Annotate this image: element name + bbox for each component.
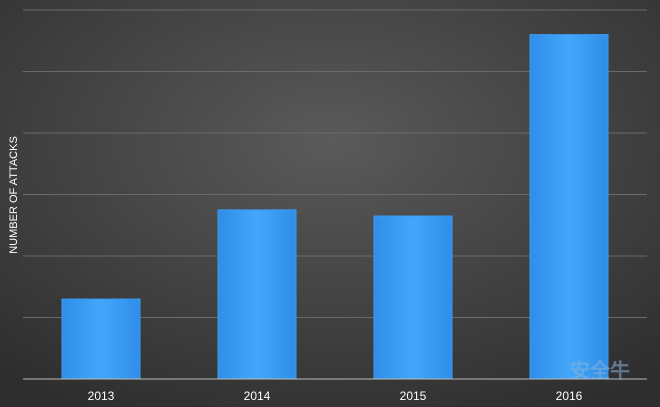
- x-tick-label: 2015: [400, 389, 427, 403]
- x-tick-label: 2016: [556, 389, 583, 403]
- bar: [529, 34, 609, 380]
- bar: [61, 298, 141, 380]
- bar: [373, 215, 453, 380]
- y-axis-label: NUMBER OF ATTACKS: [8, 136, 20, 254]
- x-tick-label: 2013: [88, 389, 115, 403]
- x-tick-label: 2014: [244, 389, 271, 403]
- bar: [217, 209, 297, 380]
- watermark: 安全牛: [570, 358, 630, 382]
